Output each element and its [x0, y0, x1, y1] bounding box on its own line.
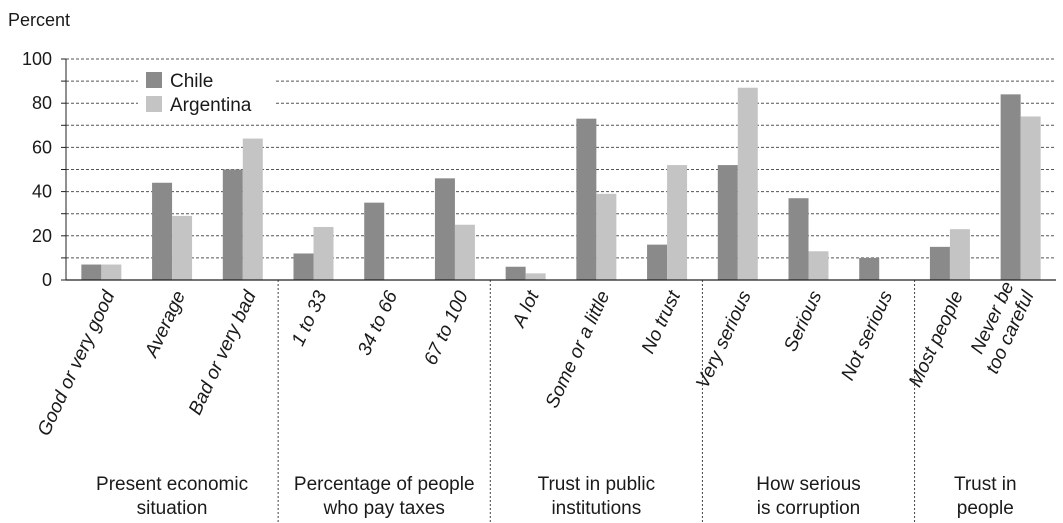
bar-chile	[788, 198, 809, 280]
y-tick-label: 100	[22, 49, 52, 69]
bar-chile	[152, 182, 173, 280]
category-label-line: Not serious	[838, 287, 898, 383]
bar-argentina	[949, 229, 970, 280]
bar-argentina	[737, 87, 758, 280]
legend-swatch-argentina	[146, 96, 162, 112]
category-label-line: Average	[141, 288, 190, 362]
group-separators	[277, 280, 916, 523]
bar-chile	[1000, 94, 1021, 280]
bar-chile	[859, 257, 880, 280]
category-label: 34 to 66	[354, 287, 402, 359]
category-label: Never betoo careful	[962, 278, 1039, 377]
bar-chile	[81, 264, 102, 280]
category-label: Not serious	[838, 287, 898, 383]
group-label: Present economic situation	[96, 474, 248, 519]
group-label: How serious is corruption	[756, 474, 861, 519]
bar-chile	[364, 202, 385, 280]
group-label: Trust in public institutions	[538, 474, 656, 519]
category-label: A lot	[508, 287, 544, 331]
category-label-line: 1 to 33	[288, 287, 332, 349]
y-axis-label: Percent	[8, 10, 70, 30]
group-label-line: Trust in	[954, 474, 1017, 495]
bar-argentina	[525, 273, 546, 280]
category-label-line: Bad or very bad	[185, 286, 261, 418]
bar-chile	[293, 253, 314, 280]
bars	[81, 87, 1041, 281]
category-label: Bad or very bad	[185, 286, 261, 418]
bar-argentina	[454, 224, 475, 280]
group-label-line: situation	[137, 498, 208, 519]
category-label: Some or a little	[542, 288, 615, 412]
group-label-line: people	[957, 498, 1014, 519]
bar-chile	[222, 169, 243, 280]
category-label: Very serious	[692, 287, 756, 391]
y-tick-label: 40	[32, 182, 52, 202]
category-label: Average	[141, 288, 190, 362]
legend-label-argentina: Argentina	[170, 95, 252, 116]
group-label-line: How serious	[756, 474, 861, 495]
y-tick-label: 60	[32, 137, 52, 157]
group-label-line: Percentage of people	[294, 474, 475, 495]
bar-argentina	[101, 264, 122, 280]
axes	[61, 58, 1056, 281]
category-label: No trust	[638, 287, 685, 357]
group-label-line: institutions	[551, 498, 641, 519]
group-label-line: who pay taxes	[322, 498, 444, 519]
bar-chile	[505, 266, 526, 280]
category-label: Good or very good	[34, 286, 120, 439]
category-label: 1 to 33	[288, 287, 332, 349]
group-label: Trust in people	[954, 474, 1017, 519]
bar-argentina	[808, 251, 829, 280]
group-label-line: Present economic	[96, 474, 248, 495]
bar-argentina	[1020, 116, 1041, 281]
bar-argentina	[313, 226, 334, 280]
category-label-line: Some or a little	[542, 288, 615, 412]
category-label: Serious	[780, 287, 826, 355]
category-label-line: Good or very good	[34, 286, 120, 439]
y-tick-labels: 0 20 40 60 80 100	[22, 49, 52, 290]
legend: Chile Argentina	[138, 66, 274, 118]
category-label-line: Serious	[780, 287, 826, 355]
category-label-line: A lot	[508, 287, 544, 331]
bar-chile	[929, 246, 950, 280]
y-tick-label: 20	[32, 226, 52, 246]
legend-label-chile: Chile	[170, 71, 213, 92]
bar-chile	[647, 244, 668, 280]
category-label: Most people	[905, 288, 968, 391]
category-label: 67 to 100	[420, 287, 473, 368]
bar-chile	[576, 118, 597, 280]
y-tick-label: 80	[32, 93, 52, 113]
bar-argentina	[242, 138, 263, 280]
group-labels: Present economic situation Percentage of p…	[96, 474, 1017, 519]
bar-argentina	[667, 165, 688, 280]
y-tick-label: 0	[42, 270, 52, 290]
category-label-line: Most people	[905, 288, 968, 391]
legend-swatch-chile	[146, 72, 162, 88]
category-label-line: 67 to 100	[420, 287, 473, 368]
category-label-line: 34 to 66	[354, 287, 402, 359]
bar-chile	[434, 178, 455, 280]
category-label-line: Very serious	[692, 287, 756, 391]
bar-argentina	[596, 193, 617, 280]
group-label-line: Trust in public	[538, 474, 656, 495]
group-label-line: is corruption	[757, 498, 861, 519]
bar-chile	[717, 165, 738, 280]
category-label-line: No trust	[638, 287, 685, 357]
group-label: Percentage of people who pay taxes	[294, 474, 475, 519]
bar-argentina	[172, 215, 193, 280]
